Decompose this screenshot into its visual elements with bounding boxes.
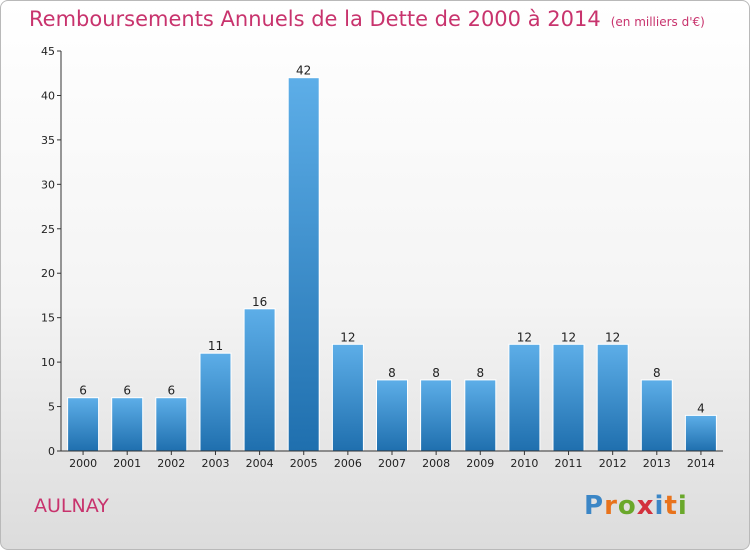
bar-2005	[287, 77, 320, 452]
y-tick-label: 45	[41, 45, 55, 58]
data-label-2004: 16	[252, 295, 267, 309]
data-label-2006: 12	[340, 330, 355, 344]
y-tick-label: 20	[41, 267, 55, 280]
bar-2014	[684, 414, 717, 452]
logo-letter: x	[636, 491, 655, 521]
bar-2009	[464, 379, 497, 452]
data-label-2008: 8	[432, 366, 440, 380]
bar-2000	[67, 397, 100, 452]
y-tick-label: 0	[48, 445, 55, 458]
bar-2006	[331, 343, 364, 452]
x-tick-label: 2004	[246, 457, 274, 470]
logo-letter: i	[677, 491, 688, 521]
data-label-2002: 6	[167, 384, 175, 398]
x-tick-label: 2011	[555, 457, 583, 470]
x-tick-label: 2006	[334, 457, 362, 470]
y-tick-label: 5	[48, 401, 55, 414]
bar-2012	[596, 343, 629, 452]
x-tick-label: 2009	[466, 457, 494, 470]
y-tick-label: 40	[41, 89, 55, 102]
chart-title-text: Remboursements Annuels de la Dette de 20…	[29, 7, 601, 31]
x-axis: 2000 2001 2002 2003 2004 2005 2006 2007 2008 2009…	[61, 450, 723, 470]
logo-letter: P	[584, 491, 605, 521]
data-label-2009: 8	[476, 366, 484, 380]
data-label-2005: 42	[296, 64, 311, 78]
x-tick-label: 2005	[290, 457, 318, 470]
y-tick-label: 10	[41, 356, 55, 369]
town-name: AULNAY	[34, 495, 109, 517]
logo-letter: t	[664, 491, 678, 521]
bar-2011	[552, 343, 585, 452]
bar-2010	[508, 343, 541, 452]
data-label-2014: 4	[697, 401, 705, 415]
bar-2004	[243, 308, 276, 452]
data-label-2013: 8	[653, 366, 661, 380]
bars-group: 6 6 6 11 16 42 12 8 8 8 12 12 12 8 4	[67, 64, 717, 452]
chart-subtitle: (en milliers d'€)	[610, 15, 705, 29]
y-tick-label: 30	[41, 178, 55, 191]
logo-letter: i	[654, 491, 665, 521]
y-tick-label: 35	[41, 134, 55, 147]
x-tick-label: 2001	[113, 457, 141, 470]
data-label-2012: 12	[605, 330, 620, 344]
data-label-2001: 6	[123, 384, 131, 398]
data-label-2011: 12	[561, 330, 576, 344]
logo-letter: r	[604, 491, 618, 521]
x-tick-label: 2002	[157, 457, 185, 470]
bar-2001	[111, 397, 144, 452]
proxiti-logo: Proxiti	[584, 491, 688, 521]
chart-title: Remboursements Annuels de la Dette de 20…	[29, 7, 705, 31]
bar-2002	[155, 397, 188, 452]
bar-2003	[199, 352, 232, 452]
bar-2008	[420, 379, 453, 452]
x-tick-label: 2014	[687, 457, 715, 470]
data-label-2003: 11	[208, 339, 223, 353]
y-tick-label: 25	[41, 223, 55, 236]
y-axis: 0 5 10 15 20 25 30 35 40 45	[41, 45, 62, 458]
x-tick-label: 2007	[378, 457, 406, 470]
data-label-2010: 12	[517, 330, 532, 344]
y-tick-label: 15	[41, 312, 55, 325]
bar-2013	[640, 379, 673, 452]
x-tick-label: 2008	[422, 457, 450, 470]
logo-letter: o	[617, 491, 637, 521]
x-tick-label: 2010	[510, 457, 538, 470]
x-tick-label: 2000	[69, 457, 97, 470]
x-tick-label: 2012	[599, 457, 627, 470]
bar-2007	[376, 379, 408, 452]
x-tick-label: 2003	[202, 457, 230, 470]
data-label-2007: 8	[388, 366, 396, 380]
data-label-2000: 6	[79, 384, 87, 398]
x-tick-label: 2013	[643, 457, 671, 470]
